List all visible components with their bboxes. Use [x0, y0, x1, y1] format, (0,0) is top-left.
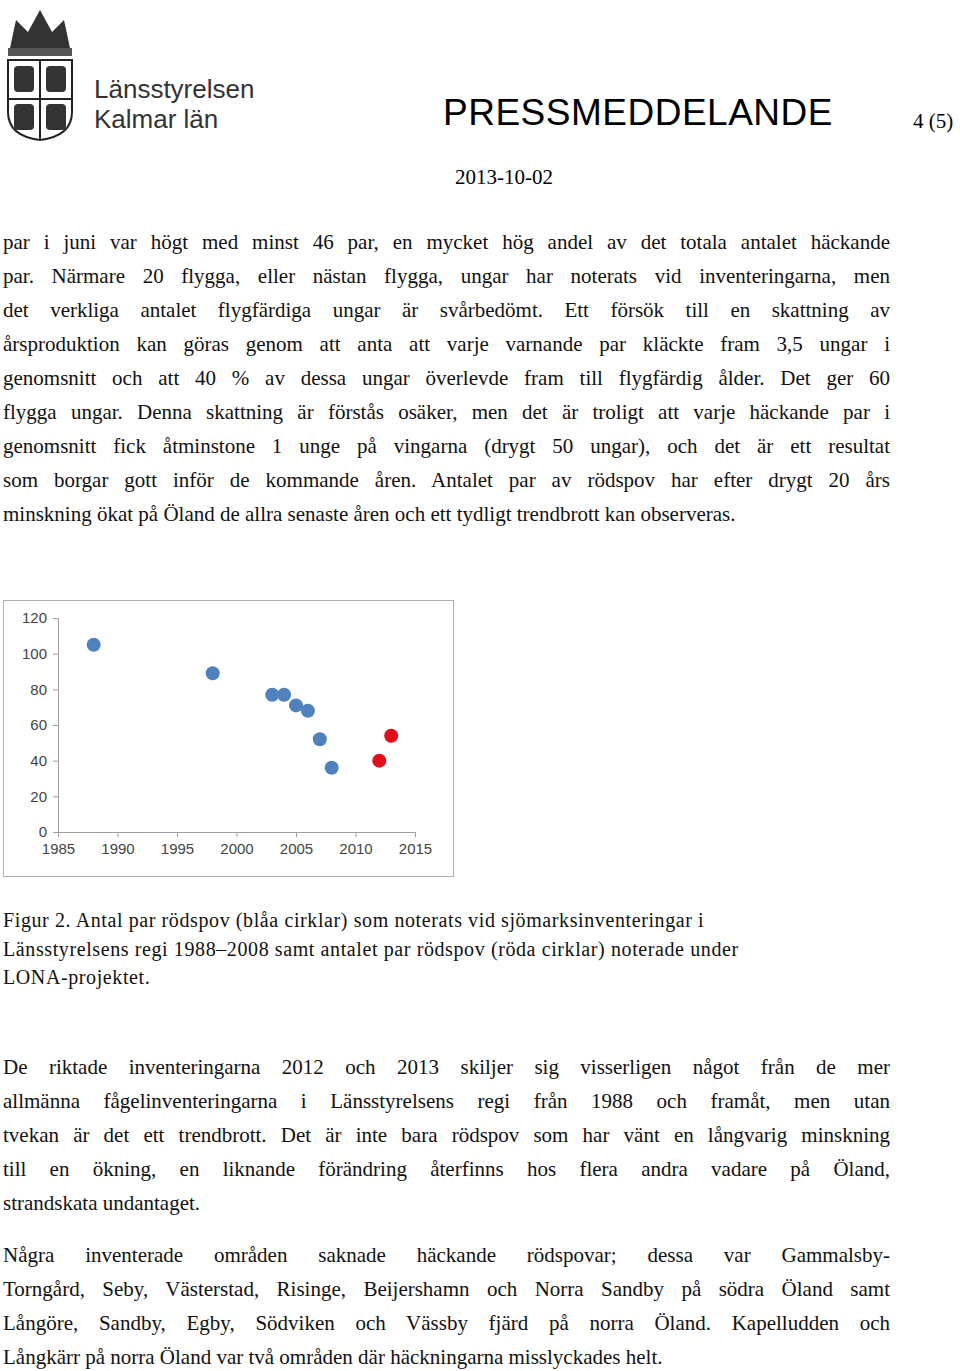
caption-line: Länsstyrelsens regi 1988–2008 samt antal…	[3, 935, 739, 963]
header-logo_line1: Länsstyrelsen	[94, 74, 254, 105]
tick-label: 2010	[339, 840, 372, 857]
text-line: genomsnitt fick åtminstone 1 unge på vin…	[3, 429, 890, 463]
text-line: genomsnitt och att 40 % av dessa ungar ö…	[3, 361, 890, 395]
tick-label: 0	[39, 823, 47, 840]
text-line: minskning ökat på Öland de allra senaste…	[3, 497, 890, 531]
caption-line: LONA-projektet.	[3, 963, 150, 991]
tick: 60	[30, 716, 58, 733]
tick-mark	[53, 618, 58, 619]
axis-line	[59, 833, 416, 838]
text-line: allmänna fågelinventeringarna i Länsstyr…	[3, 1084, 890, 1118]
tick-label: 40	[30, 752, 47, 769]
data-point	[325, 761, 339, 775]
caption-line: Figur 2. Antal par rödspov (blåa cirklar…	[3, 906, 704, 934]
y-axis: 0 20 40 60 80 100 120	[22, 609, 59, 840]
tick-mark	[53, 725, 58, 726]
text-line: Några inventerade områden saknade häckan…	[3, 1238, 890, 1272]
header-page: 4 (5)	[913, 109, 953, 134]
header-title: PRESSMEDDELANDE	[443, 92, 833, 134]
tick-mark	[415, 832, 416, 837]
tick-mark	[296, 832, 297, 837]
tick-mark	[177, 832, 178, 837]
tick-label: 80	[30, 681, 47, 698]
tick-mark	[53, 796, 58, 797]
header-logo_line2: Kalmar län	[94, 104, 218, 135]
data-point	[384, 729, 398, 743]
points	[87, 638, 399, 775]
chart: 1985 1990 1995 2000 2005 2010 2015 0 20 40 60 80 100…	[3, 600, 454, 877]
tick-mark	[53, 761, 58, 762]
data-point	[289, 698, 303, 712]
text-line: De riktade inventeringarna 2012 och 2013…	[3, 1050, 890, 1084]
tick-mark	[356, 832, 357, 837]
text-line: par i juni var högt med minst 46 par, en…	[3, 225, 890, 259]
tick-label: 1995	[161, 840, 194, 857]
x-axis: 1985 1990 1995 2000 2005 2010 2015	[42, 832, 432, 857]
text-line: flygga ungar. Denna skattning är förstås…	[3, 395, 890, 429]
tick: 2005	[280, 832, 313, 857]
tick: 2000	[220, 832, 253, 857]
data-point	[206, 666, 220, 680]
axis-line	[53, 619, 59, 833]
chart-frame	[4, 601, 454, 877]
text-line: till en ökning, en liknande förändring å…	[3, 1152, 890, 1186]
text-line: tvekan är det ett trendbrott. Det är int…	[3, 1118, 890, 1152]
tick-label: 2015	[399, 840, 432, 857]
tick: 40	[30, 752, 58, 769]
tick: 80	[30, 681, 58, 698]
tick: 1990	[101, 832, 134, 857]
text-line: par. Närmare 20 flygga, eller nästan fly…	[3, 259, 890, 293]
tick: 1995	[161, 832, 194, 857]
tick-mark	[53, 689, 58, 690]
tick-mark	[118, 832, 119, 837]
tick-label: 60	[30, 716, 47, 733]
text-line: strandskata undantaget.	[3, 1186, 890, 1220]
text-line: Långöre, Sandby, Egby, Södviken och Väss…	[3, 1306, 890, 1340]
tick: 100	[22, 645, 58, 662]
tick: 0	[39, 823, 58, 840]
header-date: 2013-10-02	[455, 165, 553, 190]
text-line: Långkärr på norra Öland var två områden …	[3, 1340, 890, 1371]
tick-mark	[237, 832, 238, 837]
tick: 2015	[399, 832, 432, 857]
text-line: Torngård, Seby, Västerstad, Risinge, Bei…	[3, 1272, 890, 1306]
data-point	[372, 754, 386, 768]
text-line: som borgar gott inför de kommande åren. …	[3, 463, 890, 497]
tick: 2010	[339, 832, 372, 857]
logo	[2, 2, 78, 142]
text-line: det verkliga antalet flygfärdiga ungar ä…	[3, 293, 890, 327]
tick-mark	[53, 832, 58, 833]
tick: 20	[30, 788, 58, 805]
tick-label: 1985	[42, 840, 75, 857]
data-point	[301, 704, 315, 718]
tick-mark	[53, 654, 58, 655]
data-point	[313, 732, 327, 746]
tick-label: 20	[30, 788, 47, 805]
tick-label: 120	[22, 609, 47, 626]
text-line: årsproduktion kan göras genom att anta a…	[3, 327, 890, 361]
data-point	[277, 688, 291, 702]
data-point	[87, 638, 101, 652]
tick-label: 1990	[101, 840, 134, 857]
tick-label: 2000	[220, 840, 253, 857]
tick-label: 100	[22, 645, 47, 662]
tick-label: 2005	[280, 840, 313, 857]
tick: 120	[22, 609, 58, 626]
